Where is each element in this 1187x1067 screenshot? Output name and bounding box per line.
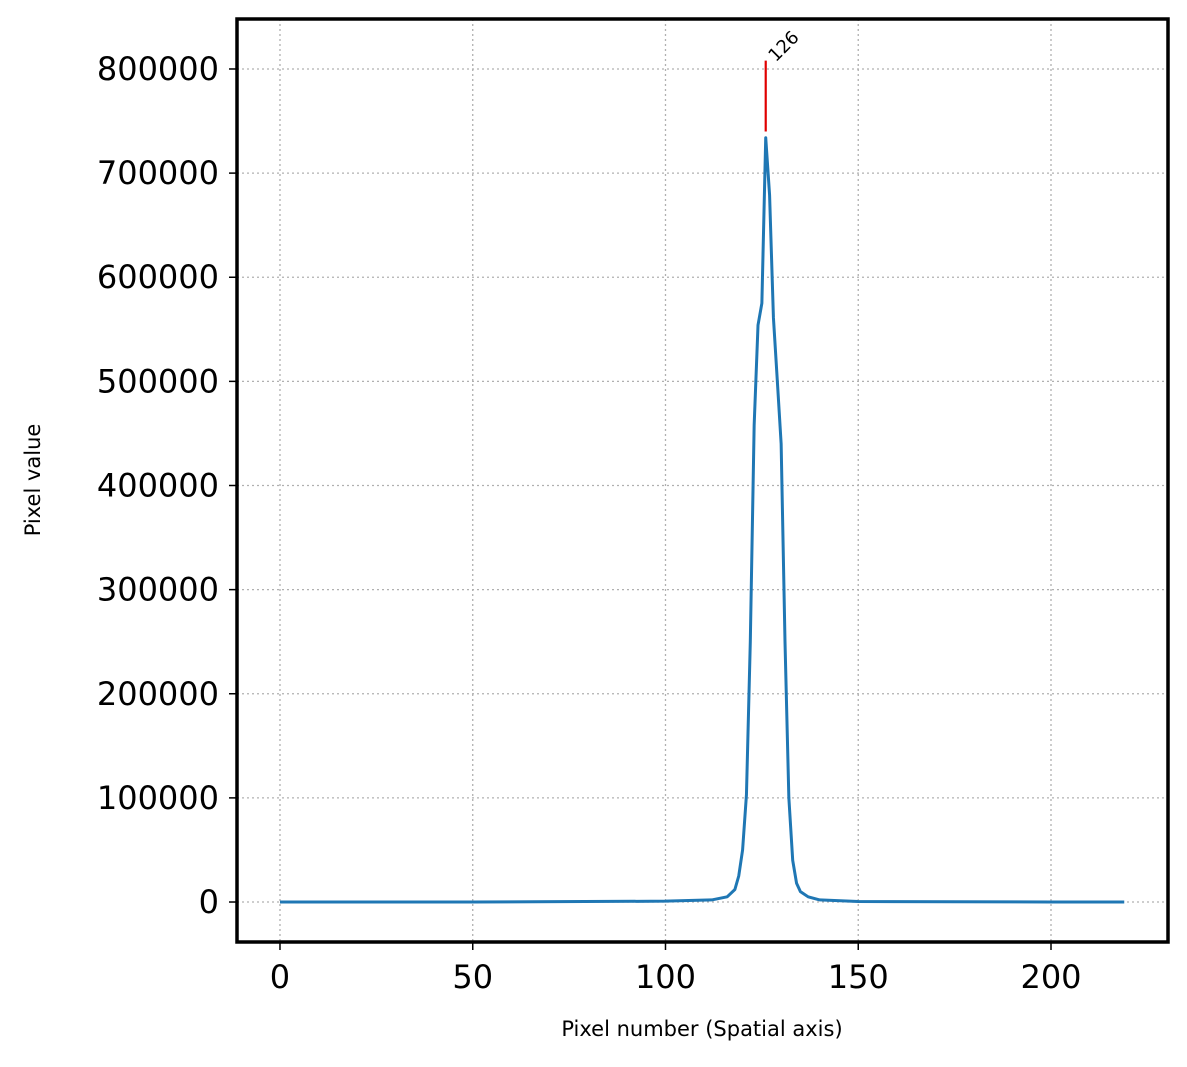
y-tick-label: 600000 — [97, 258, 219, 296]
y-tick-label: 800000 — [97, 50, 219, 88]
x-tick-label: 50 — [452, 958, 493, 996]
peak-label: 126 — [764, 27, 803, 66]
y-tick-label: 100000 — [97, 779, 219, 817]
y-axis-label: Pixel value — [21, 424, 45, 537]
y-tick-label: 0 — [199, 883, 219, 921]
grid — [237, 19, 1168, 942]
y-tick-label: 500000 — [97, 362, 219, 400]
data-line — [279, 136, 1125, 904]
plot: 126 — [279, 27, 1125, 904]
x-tick-label: 100 — [635, 958, 696, 996]
y-tick-label: 400000 — [97, 466, 219, 504]
y-tick-label: 700000 — [97, 154, 219, 192]
y-tick-label: 300000 — [97, 571, 219, 609]
x-tick-label: 200 — [1020, 958, 1081, 996]
frame — [235, 17, 1170, 944]
x-tick-label: 150 — [828, 958, 889, 996]
x-tick-label: 0 — [270, 958, 290, 996]
x-axis-label: Pixel number (Spatial axis) — [561, 1017, 842, 1041]
y-tick-label: 200000 — [97, 675, 219, 713]
